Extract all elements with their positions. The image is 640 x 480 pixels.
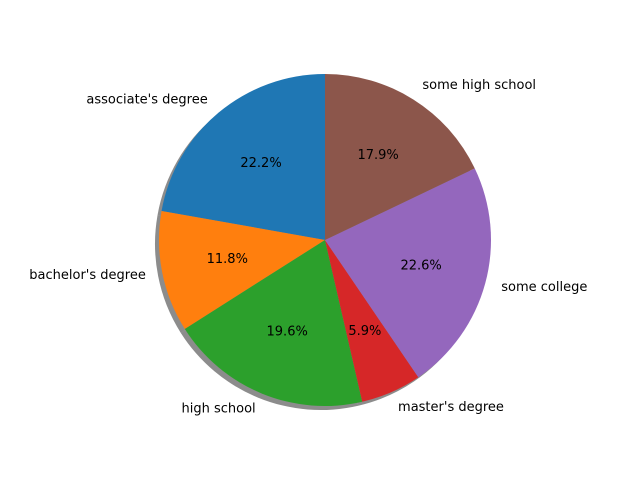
pct-label-some-high-school: 17.9%	[357, 148, 398, 163]
pie-label-layer: associate's degree 22.2% bachelor's degree…	[29, 78, 587, 416]
pct-label-associate-s-degree: 22.2%	[240, 156, 281, 171]
slice-label-some-college: some college	[501, 280, 587, 295]
pct-label-bachelor-s-degree: 11.8%	[207, 252, 248, 267]
pie-slice-some-college	[325, 168, 491, 378]
slice-label-master-s-degree: master's degree	[398, 400, 504, 415]
pie-slice-master-s-degree	[325, 240, 419, 402]
pie-slice-some-high-school	[325, 74, 475, 240]
slice-label-bachelor-s-degree: bachelor's degree	[29, 268, 146, 283]
pie-slice-associate-s-degree	[161, 74, 325, 240]
pct-label-high-school: 19.6%	[267, 325, 308, 340]
pie-slice-bachelor-s-degree	[159, 210, 325, 329]
slice-label-high-school: high school	[181, 401, 255, 416]
pct-label-some-college: 22.6%	[400, 258, 441, 273]
pie-slice-layer	[159, 74, 491, 406]
pie-slice-high-school	[184, 240, 363, 406]
slice-label-some-high-school: some high school	[422, 78, 536, 93]
slice-label-associate-s-degree: associate's degree	[86, 93, 207, 108]
pct-label-master-s-degree: 5.9%	[348, 324, 381, 339]
